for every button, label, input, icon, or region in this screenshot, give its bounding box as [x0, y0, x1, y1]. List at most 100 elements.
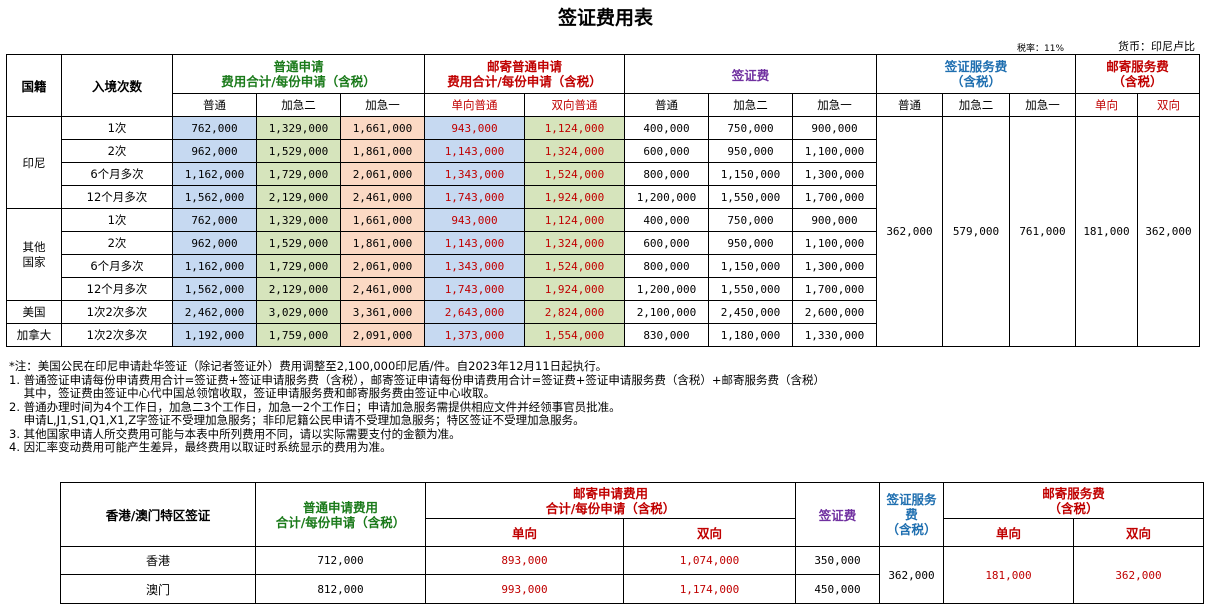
table-row: 加拿大 1次2次多次 1,192,000 1,759,000 2,091,000… — [6, 323, 1200, 347]
visa-fee-express1: 1,700,000 — [792, 185, 877, 209]
visa-fee-express1: 1,300,000 — [792, 254, 877, 278]
service-fee-regular: 362,000 — [876, 116, 943, 347]
note-line: 4. 因汇率变动费用可能产生差异，最终费用以取证时系统显示的费用为准。 — [9, 440, 392, 454]
mail-single-total: 943,000 — [424, 208, 525, 232]
sub-visa-express2: 加急二 — [708, 93, 793, 117]
tax-rate: 税率：11% — [1017, 44, 1065, 54]
visa-fee-express1: 1,700,000 — [792, 277, 877, 301]
express2-total: 1,759,000 — [256, 323, 341, 347]
mail-single-total: 2,643,000 — [424, 300, 525, 324]
visa-fee-express2: 2,450,000 — [708, 300, 793, 324]
express1-total: 1,661,000 — [340, 116, 425, 140]
sub-express2: 加急二 — [256, 93, 341, 117]
sub-service-regular: 普通 — [876, 93, 943, 117]
hk-header: 香港/澳门特区签证 — [60, 482, 256, 547]
mail-single-total: 1,143,000 — [424, 231, 525, 255]
mail-single-total: 1,343,000 — [424, 254, 525, 278]
visa-fee: 350,000 — [795, 546, 880, 575]
mail-single-total: 893,000 — [425, 546, 624, 575]
entry-type: 2次 — [61, 231, 173, 255]
header-regular-application: 普通申请 费用合计/每份申请（含税） — [172, 54, 425, 94]
sub-express1: 加急一 — [340, 93, 425, 117]
sub-mail-service-single: 单向 — [1075, 93, 1138, 117]
mail-single-total: 1,373,000 — [424, 323, 525, 347]
entry-type: 1次2次多次 — [61, 323, 173, 347]
header-mail-service-fee: 邮寄服务费 （含税） — [1075, 54, 1200, 94]
visa-fee-express2: 750,000 — [708, 208, 793, 232]
table-row: 印尼 1次 762,000 1,329,000 1,661,000 943,00… — [6, 116, 1200, 347]
visa-fee-regular: 1,200,000 — [624, 185, 709, 209]
visa-fee-express2: 950,000 — [708, 139, 793, 163]
visa-fee-express1: 1,300,000 — [792, 162, 877, 186]
table-row: 香港 712,000 893,000 1,074,000 350,000 362… — [60, 546, 1204, 604]
group-canada: 加拿大 — [6, 323, 62, 347]
hk-mail-service-single: 181,000 — [943, 546, 1074, 604]
page-title: 签证费用表 — [557, 7, 653, 29]
region-name: 澳门 — [60, 574, 256, 604]
regular-total: 962,000 — [172, 139, 257, 163]
visa-fee-regular: 830,000 — [624, 323, 709, 347]
visa-fee-regular: 2,100,000 — [624, 300, 709, 324]
express2-total: 1,329,000 — [256, 116, 341, 140]
express1-total: 2,061,000 — [340, 254, 425, 278]
header-nationality: 国籍 — [6, 54, 62, 117]
entry-type: 1次 — [61, 116, 173, 140]
visa-fee-express1: 1,330,000 — [792, 323, 877, 347]
visa-fee-regular: 400,000 — [624, 208, 709, 232]
regular-total: 1,562,000 — [172, 185, 257, 209]
notes-section: *注：美国公民在印尼申请赴华签证（除记者签证外）费用调整至2,100,000印尼… — [9, 359, 825, 455]
visa-fee-express2: 750,000 — [708, 116, 793, 140]
regular-total: 2,462,000 — [172, 300, 257, 324]
header-service-fee: 签证服务费 （含税） — [876, 54, 1076, 94]
hk-mail-header: 邮寄申请费用 合计/每份申请（含税） — [425, 482, 796, 519]
mail-double-total: 2,824,000 — [524, 300, 625, 324]
note-line: 2. 普通办理时间为4个工作日，加急二3个工作日，加急一2个工作日；申请加急服务… — [9, 399, 621, 414]
group-other-countries: 其他国家 — [6, 208, 62, 301]
visa-fee-express1: 900,000 — [792, 116, 877, 140]
mail-single-total: 1,343,000 — [424, 162, 525, 186]
visa-fee-express1: 1,100,000 — [792, 231, 877, 255]
mail-double-total: 1,174,000 — [623, 574, 796, 604]
group-indonesia: 印尼 — [6, 116, 62, 209]
express1-total: 2,461,000 — [340, 185, 425, 209]
regular-total: 1,192,000 — [172, 323, 257, 347]
mail-single-total: 993,000 — [425, 574, 624, 604]
mail-double-total: 1,124,000 — [524, 208, 625, 232]
visa-fee-express1: 2,600,000 — [792, 300, 877, 324]
sub-visa-express1: 加急一 — [792, 93, 877, 117]
header-mail-application: 邮寄普通申请 费用合计/每份申请（含税） — [424, 54, 625, 94]
regular-total: 1,162,000 — [172, 254, 257, 278]
region-name: 香港 — [60, 546, 256, 575]
sub-service-express1: 加急一 — [1009, 93, 1076, 117]
visa-fee-express2: 1,550,000 — [708, 277, 793, 301]
express1-total: 2,461,000 — [340, 277, 425, 301]
header-visa-fee: 签证费 — [624, 54, 877, 94]
express1-total: 1,861,000 — [340, 139, 425, 163]
express1-total: 1,861,000 — [340, 231, 425, 255]
express2-total: 1,329,000 — [256, 208, 341, 232]
note-line: 申请L,J1,S1,Q1,X1,Z字签证不受理加急服务；非印尼籍公民申请不受理加… — [9, 413, 585, 427]
regular-total: 1,162,000 — [172, 162, 257, 186]
express2-total: 1,729,000 — [256, 162, 341, 186]
table-row: 澳门 812,000 993,000 1,174,000 450,000 — [60, 574, 1204, 604]
hk-mail-service-double: 362,000 — [1073, 546, 1204, 604]
main-fee-table: 国籍 入境次数 普通申请 费用合计/每份申请（含税） 邮寄普通申请 费用合计/每份申… — [6, 54, 1200, 347]
note-line: 3. 其他国家申请人所交费用可能与本表中所列费用不同，请以实际需要支付的金额为准… — [9, 426, 461, 441]
entry-type: 6个月多次 — [61, 162, 173, 186]
group-usa: 美国 — [6, 300, 62, 324]
visa-fee-express1: 1,100,000 — [792, 139, 877, 163]
express1-total: 1,661,000 — [340, 208, 425, 232]
mail-double-total: 1,324,000 — [524, 139, 625, 163]
entry-type: 1次2次多次 — [61, 300, 173, 324]
table-row: 2次 962,000 1,529,000 1,861,000 1,143,000… — [7, 139, 1200, 163]
visa-fee-regular: 1,200,000 — [624, 277, 709, 301]
sub-service-express2: 加急二 — [942, 93, 1010, 117]
mail-single-total: 1,743,000 — [424, 277, 525, 301]
sub-mail-double: 双向普通 — [524, 93, 625, 117]
regular-total: 712,000 — [255, 546, 426, 575]
mail-single-total: 1,743,000 — [424, 185, 525, 209]
note-line: 其中，签证费由签证中心代中国总领馆收取，签证申请服务费和邮寄服务费由签证中心收取… — [9, 386, 496, 400]
regular-total: 762,000 — [172, 116, 257, 140]
regular-total: 762,000 — [172, 208, 257, 232]
visa-fee-express2: 1,180,000 — [708, 323, 793, 347]
